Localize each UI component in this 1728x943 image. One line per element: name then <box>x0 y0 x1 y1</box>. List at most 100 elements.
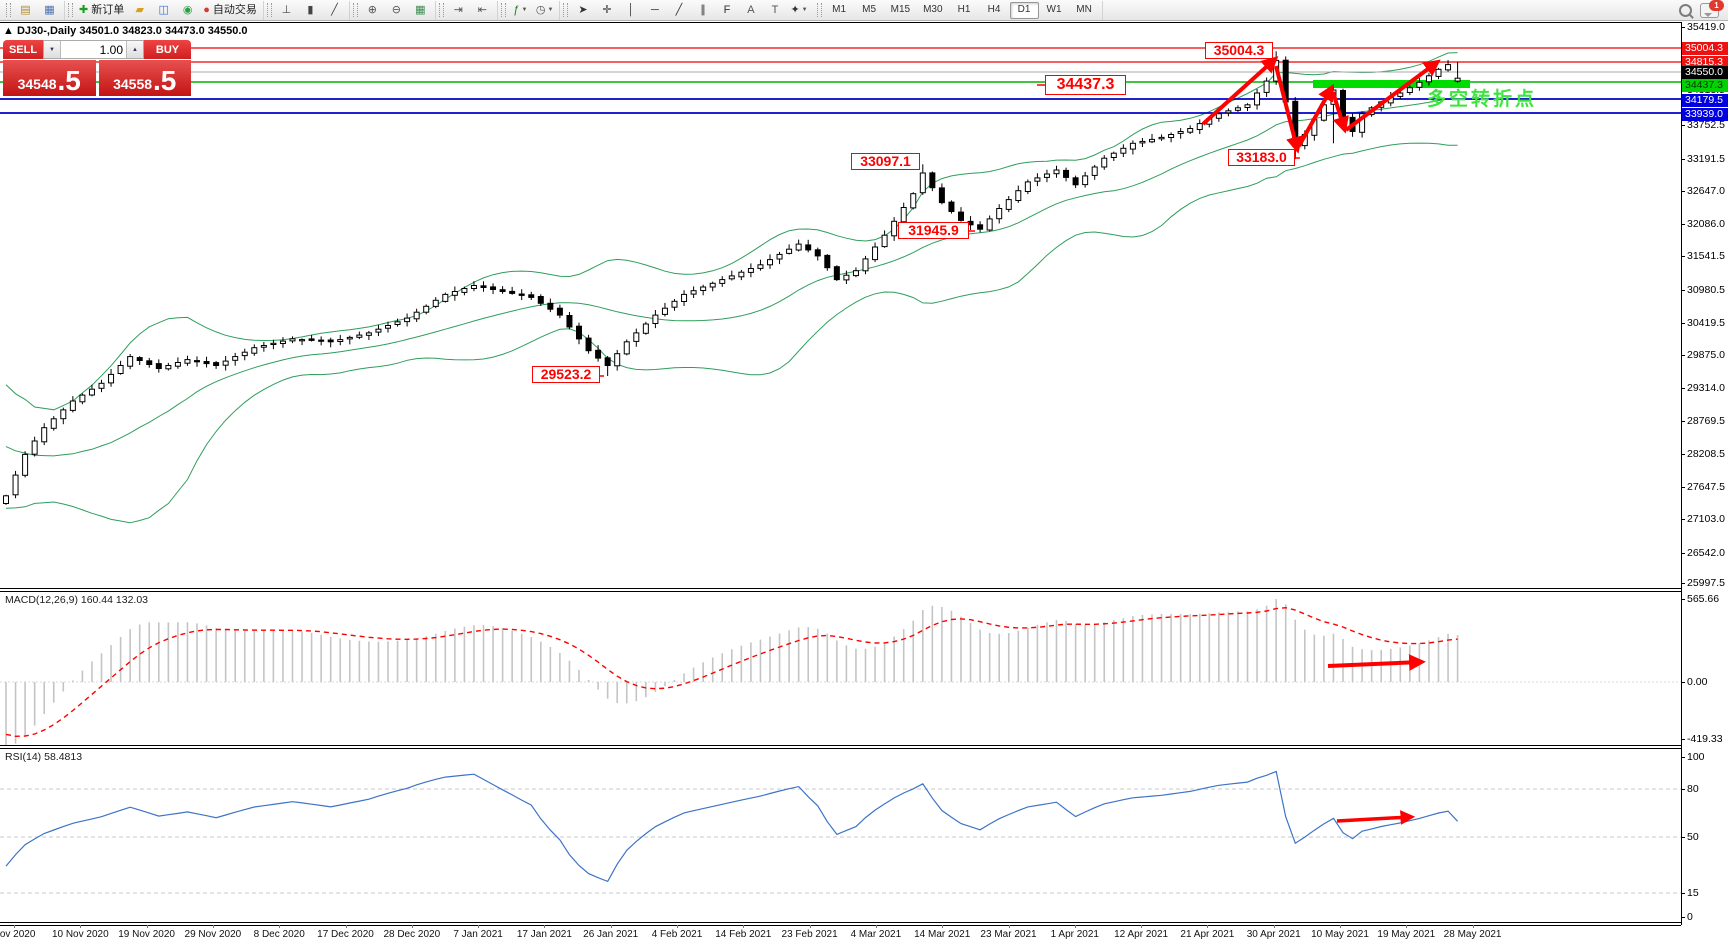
periods-button[interactable]: ◷ ▼ <box>535 3 554 16</box>
price-tick-mark <box>1681 519 1685 521</box>
indicators-button[interactable]: ƒ ▼ <box>513 3 528 16</box>
main-macd-separator[interactable] <box>0 588 1681 589</box>
timeframe-m1-button[interactable]: M1 <box>832 4 847 15</box>
price-badge-34179.5: 34179.5 <box>1682 93 1728 107</box>
date-axis-label: 28 Dec 2020 <box>383 929 441 940</box>
date-tick-mark <box>809 925 811 928</box>
tile-windows-button[interactable]: ▦ <box>409 1 432 19</box>
price-tick-label: 30980.5 <box>1687 283 1725 296</box>
drawn-price-label-33183.0[interactable]: 33183.0 <box>1228 149 1295 167</box>
timeframe-mn-button[interactable]: MN <box>1076 4 1092 15</box>
timeframe-m5-button[interactable]: M5 <box>862 4 877 15</box>
line-chart-mode-button[interactable]: ╱ <box>323 1 346 19</box>
text-label-button[interactable]: T <box>763 1 786 19</box>
crosshair-button[interactable]: ✛ <box>595 1 618 19</box>
volume-increase-button[interactable]: ▲ <box>126 41 143 58</box>
bar-chart-mode-button[interactable]: ⊥ <box>275 1 298 19</box>
notifications-chat-icon[interactable]: 1 <box>1700 0 1724 18</box>
channel-button[interactable]: ∥ <box>691 1 714 19</box>
timeframe-d1-button[interactable]: D1 <box>1009 1 1039 19</box>
indicators-icon: ƒ <box>513 3 520 16</box>
macd-plot[interactable] <box>0 599 1681 747</box>
date-axis-label: 23 Feb 2021 <box>781 929 838 940</box>
date-tick-mark <box>942 925 944 928</box>
market-watch-button[interactable]: ▦ <box>38 1 61 19</box>
volume-decrease-button[interactable]: ▼ <box>44 41 61 58</box>
horizontal-line-icon: ─ <box>651 3 659 16</box>
price-tick-label: 29875.0 <box>1687 349 1725 362</box>
trendline-icon: ╱ <box>675 3 683 16</box>
price-tick-mark <box>1681 289 1685 291</box>
date-tick-mark <box>1074 925 1076 928</box>
main-chart-plot[interactable] <box>0 47 1681 524</box>
rsi-tick-mark <box>1681 789 1685 790</box>
text-button[interactable]: A <box>739 1 762 19</box>
drawn-price-label-31945.9[interactable]: 31945.9 <box>898 222 969 240</box>
cursor-button[interactable]: ➤ <box>571 1 594 19</box>
channel-icon: ∥ <box>700 3 706 16</box>
zoom-in-button[interactable]: ⊕ <box>361 1 384 19</box>
macd-tick-mark <box>1681 599 1685 600</box>
web-terminal-button[interactable]: ◫ <box>152 1 175 19</box>
date-axis-label: Nov 2020 <box>0 929 36 940</box>
search-icon[interactable] <box>1679 3 1692 17</box>
rsi-plot[interactable] <box>0 770 1681 894</box>
community-icon: ◉ <box>182 3 193 16</box>
auto-trading-button[interactable]: ● 自动交易 <box>203 3 257 16</box>
drawn-price-label-34437.3[interactable]: 34437.3 <box>1045 75 1126 95</box>
new-order-button[interactable]: ✚ 新订单 <box>79 3 125 16</box>
price-tick-label: 33752.5 <box>1687 119 1725 132</box>
vertical-line-button[interactable]: │ <box>619 1 642 19</box>
trendline-button[interactable]: ╱ <box>667 1 690 19</box>
timeframe-m15-button[interactable]: M15 <box>890 4 911 15</box>
chart-window-icon: ▤ <box>20 3 31 16</box>
price-axis-border <box>1681 22 1682 925</box>
date-tick-mark <box>345 925 347 928</box>
drawn-price-label-29523.2[interactable]: 29523.2 <box>532 366 600 384</box>
drawn-price-label-35004.3[interactable]: 35004.3 <box>1205 42 1273 60</box>
volume-input[interactable] <box>61 41 126 58</box>
date-tick-mark <box>1406 925 1408 928</box>
horizontal-line-button[interactable]: ─ <box>643 1 666 19</box>
date-axis-label: 30 Apr 2021 <box>1246 929 1301 940</box>
chart-window-button[interactable]: ▤ <box>14 1 37 19</box>
one-click-trading-panel: SELL ▼ ▲ BUY 34548 .5 34558 .5 <box>3 40 191 96</box>
timeframe-h1-button[interactable]: H1 <box>957 4 971 15</box>
date-tick-mark <box>1273 925 1275 928</box>
turning-point-annotation[interactable]: 多空转折点 <box>1427 89 1538 110</box>
date-axis-label: 29 Nov 2020 <box>184 929 242 940</box>
buy-price-button[interactable]: 34558 .5 <box>98 60 191 96</box>
community-button[interactable]: ◉ <box>176 1 199 19</box>
price-tick-mark <box>1681 256 1685 258</box>
auto-scroll-button[interactable]: ⇥ <box>447 1 470 19</box>
macd-rsi-separator[interactable] <box>0 745 1681 746</box>
timeframe-h4-button[interactable]: H4 <box>987 4 1001 15</box>
price-tick-mark <box>1681 582 1685 584</box>
sell-price-button[interactable]: 34548 .5 <box>3 60 96 96</box>
macd-label: MACD(12,26,9) 160.44 132.03 <box>5 594 149 606</box>
periods-icon: ◷ <box>535 3 546 16</box>
main-toolbar: ▤ ▦ ✚ 新订单 ▰ ◫ ◉ ● 自动交易 ⊥ ▮ ╱ ⊕ ⊖ ▦ ⇥ ⇤ ƒ ▼ ◷ ▼ ➤ ✛ │ ─ ╱ ∥ F A T ✦ ▼ M1… <box>0 0 1728 21</box>
rsi-tick-mark <box>1681 757 1685 758</box>
timeframe-m30-button[interactable]: M30 <box>923 4 943 15</box>
timeframe-w1-button[interactable]: W1 <box>1046 4 1062 15</box>
chart-shift-button[interactable]: ⇤ <box>471 1 494 19</box>
price-tick-mark <box>1681 125 1685 127</box>
auto-scroll-icon: ⇥ <box>453 3 463 16</box>
crosshair-icon: ✛ <box>602 3 612 16</box>
macd-tick-mark <box>1681 739 1685 740</box>
collapse-marker[interactable]: ▲ <box>3 25 14 37</box>
fibonacci-button[interactable]: F <box>715 1 738 19</box>
date-tick-mark <box>146 925 148 928</box>
candlestick-mode-button[interactable]: ▮ <box>299 1 322 19</box>
rsi-value: 58.4813 <box>44 751 83 763</box>
rsi-tick-label: 0 <box>1687 911 1693 923</box>
notification-count-badge: 1 <box>1709 0 1724 11</box>
arrows-button[interactable]: ✦ ▼ <box>790 3 808 16</box>
drawn-price-label-33097.1[interactable]: 33097.1 <box>851 153 920 171</box>
drawn-arrow-objects[interactable] <box>594 56 1441 825</box>
price-tick-label: 32086.0 <box>1687 218 1725 231</box>
deposit-button[interactable]: ▰ <box>128 1 151 19</box>
zoom-out-button[interactable]: ⊖ <box>385 1 408 19</box>
